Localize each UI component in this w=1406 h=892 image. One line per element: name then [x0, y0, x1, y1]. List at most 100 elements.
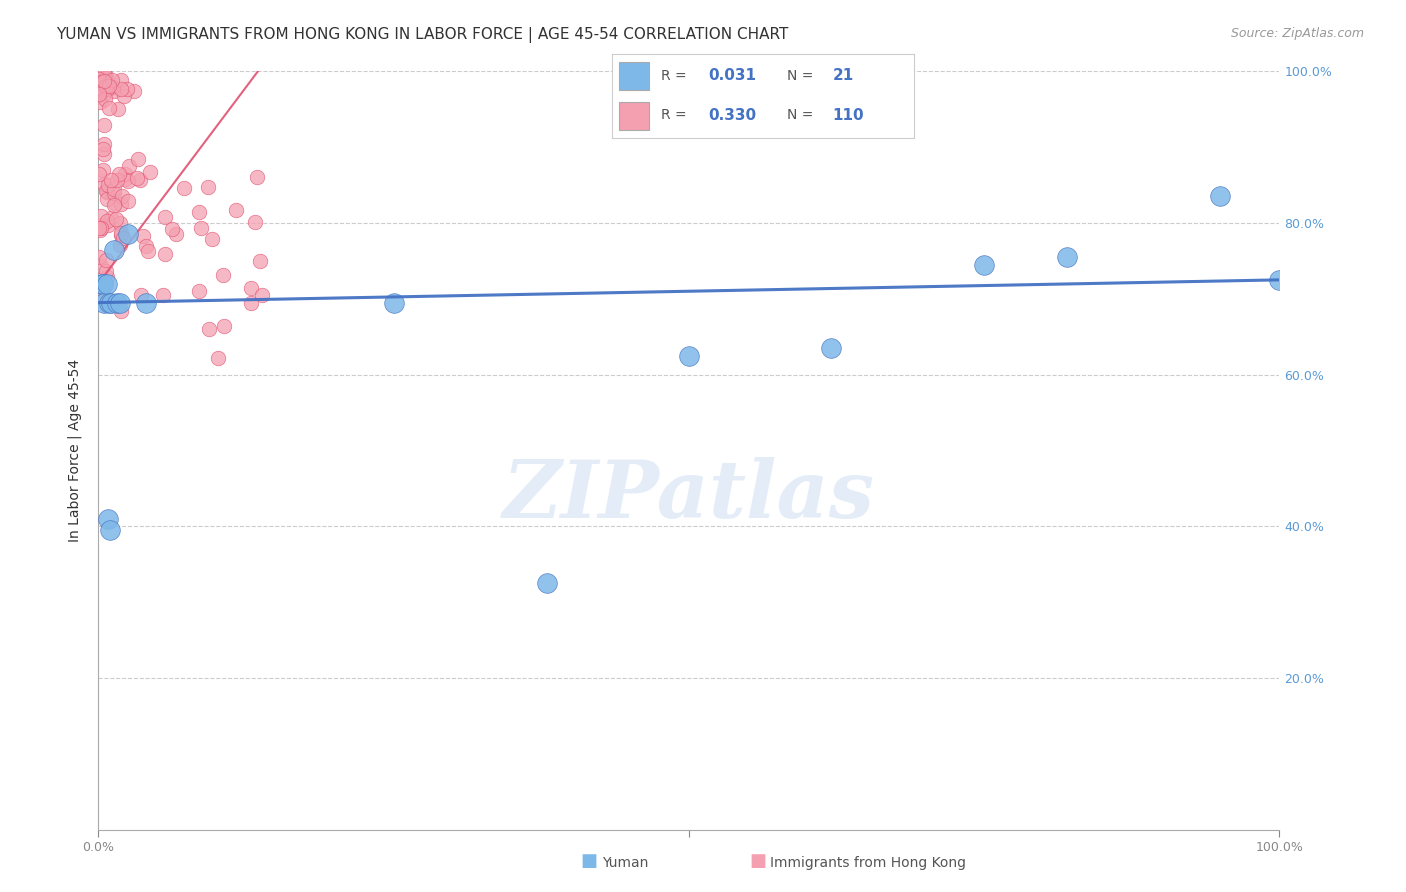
Point — [108, 238, 131, 252]
Point — [246, 169, 269, 184]
Point — [114, 168, 136, 182]
Point — [110, 73, 132, 87]
Point — [114, 172, 136, 186]
Point — [135, 239, 157, 253]
Point — [93, 67, 115, 81]
Point — [188, 284, 211, 298]
Point — [91, 277, 114, 291]
Point — [820, 341, 842, 355]
Point — [89, 223, 111, 237]
Point — [90, 80, 112, 95]
Point — [89, 95, 111, 109]
Point — [90, 78, 112, 92]
Point — [1268, 273, 1291, 287]
Point — [93, 83, 115, 97]
Point — [108, 216, 131, 230]
Point — [100, 295, 122, 310]
Point — [97, 101, 120, 115]
Text: 21: 21 — [832, 69, 853, 84]
Point — [98, 295, 121, 310]
Point — [207, 351, 229, 366]
Point — [212, 319, 235, 334]
Point — [96, 264, 118, 278]
Point — [160, 222, 183, 236]
Point — [198, 322, 221, 336]
Point — [112, 89, 135, 103]
Point — [100, 73, 122, 87]
Point — [1056, 250, 1078, 264]
Point — [93, 291, 115, 305]
Point — [87, 72, 110, 87]
Point — [973, 258, 995, 272]
Point — [190, 220, 212, 235]
Point — [138, 244, 160, 259]
Point — [128, 173, 150, 187]
Point — [155, 246, 177, 260]
Point — [105, 212, 128, 227]
FancyBboxPatch shape — [619, 62, 650, 90]
Point — [89, 251, 111, 265]
Point — [127, 152, 149, 166]
Point — [110, 197, 132, 211]
Point — [97, 512, 120, 526]
Point — [127, 171, 149, 186]
Point — [93, 118, 115, 132]
Point — [117, 174, 139, 188]
Point — [110, 82, 132, 96]
Point — [96, 192, 118, 206]
Point — [110, 303, 132, 318]
Point — [98, 523, 121, 537]
Point — [91, 142, 114, 156]
Point — [117, 227, 139, 242]
Point — [87, 167, 110, 181]
Point — [94, 92, 117, 106]
Point — [97, 178, 120, 193]
Point — [131, 229, 153, 244]
Point — [100, 211, 122, 226]
Point — [90, 75, 112, 89]
Point — [94, 70, 117, 84]
Point — [111, 231, 134, 245]
Point — [131, 288, 153, 302]
Point — [536, 576, 558, 591]
Point — [111, 188, 134, 202]
Point — [87, 221, 110, 235]
Point — [239, 281, 262, 295]
Point — [212, 268, 235, 282]
Text: N =: N = — [787, 69, 813, 83]
Point — [103, 84, 125, 98]
Point — [96, 82, 118, 96]
Point — [250, 287, 273, 301]
Point — [96, 269, 118, 284]
Point — [105, 173, 128, 187]
Text: 0.031: 0.031 — [709, 69, 756, 84]
Text: R =: R = — [661, 109, 688, 122]
Text: ZIPatlas: ZIPatlas — [503, 458, 875, 534]
Point — [96, 277, 118, 291]
Y-axis label: In Labor Force | Age 45-54: In Labor Force | Age 45-54 — [67, 359, 83, 542]
Point — [104, 196, 127, 211]
Point — [152, 288, 174, 302]
Point — [135, 295, 157, 310]
Point — [165, 227, 187, 241]
Point — [93, 137, 115, 152]
Point — [153, 210, 176, 224]
Point — [94, 184, 117, 198]
Point — [90, 220, 112, 235]
Point — [103, 243, 125, 257]
Point — [124, 84, 146, 98]
Point — [89, 88, 111, 103]
Point — [89, 85, 111, 99]
Point — [117, 194, 139, 209]
Point — [103, 186, 125, 201]
Point — [93, 73, 115, 87]
Point — [94, 252, 117, 267]
Point — [97, 78, 120, 93]
Text: N =: N = — [787, 109, 813, 122]
Text: ■: ■ — [749, 852, 766, 870]
Point — [110, 226, 132, 240]
Point — [110, 227, 132, 242]
Text: R =: R = — [661, 69, 688, 83]
Point — [103, 182, 125, 196]
Point — [249, 254, 271, 268]
